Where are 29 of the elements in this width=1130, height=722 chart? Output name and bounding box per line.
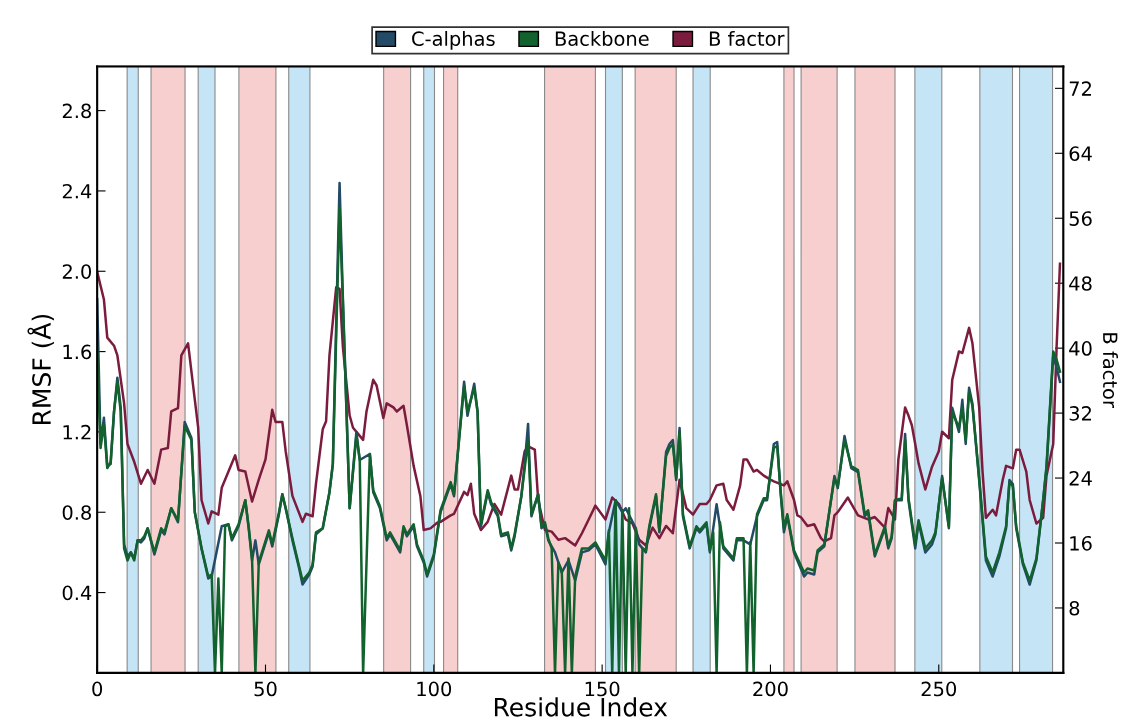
y2-axis-title: B factor (1102, 333, 1118, 408)
x-tick-label: 0 (92, 681, 103, 697)
x-tick-label: 100 (417, 681, 452, 697)
y-tick-label: 2.8 (62, 103, 91, 119)
y2-tick-label: 56 (1069, 211, 1092, 226)
legend-label: C-alphas (412, 30, 495, 50)
legend-label: Backbone (555, 30, 649, 47)
y2-tick-label: 40 (1069, 341, 1092, 356)
x-axis-title: Residue Index (494, 697, 668, 717)
y2-tick-label: 24 (1069, 471, 1092, 486)
y2-tick-label: 64 (1069, 146, 1092, 161)
y2-tick-label: 8 (1069, 600, 1080, 616)
x-tick-label: 50 (254, 681, 277, 697)
legend-label: B factor (709, 30, 785, 47)
line-series (97, 262, 1062, 547)
y-tick-label: 1.6 (63, 344, 92, 360)
y-tick-label: 2.4 (62, 183, 92, 199)
x-tick-label: 250 (921, 681, 957, 697)
y-tick-label: 0.4 (62, 585, 92, 601)
y-tick-label: 0.8 (62, 505, 91, 520)
y2-tick-label: 48 (1069, 276, 1092, 291)
x-tick-label: 150 (585, 681, 620, 697)
y-tick-label: 1.2 (63, 424, 91, 440)
y2-tick-label: 32 (1069, 406, 1091, 421)
x-tick-label: 200 (753, 681, 788, 697)
y-axis-title: RMSF (Å) (27, 314, 54, 425)
y2-tick-label: 16 (1070, 535, 1092, 551)
y2-tick-label: 72 (1069, 81, 1091, 96)
y-tick-label: 2.0 (62, 264, 92, 279)
